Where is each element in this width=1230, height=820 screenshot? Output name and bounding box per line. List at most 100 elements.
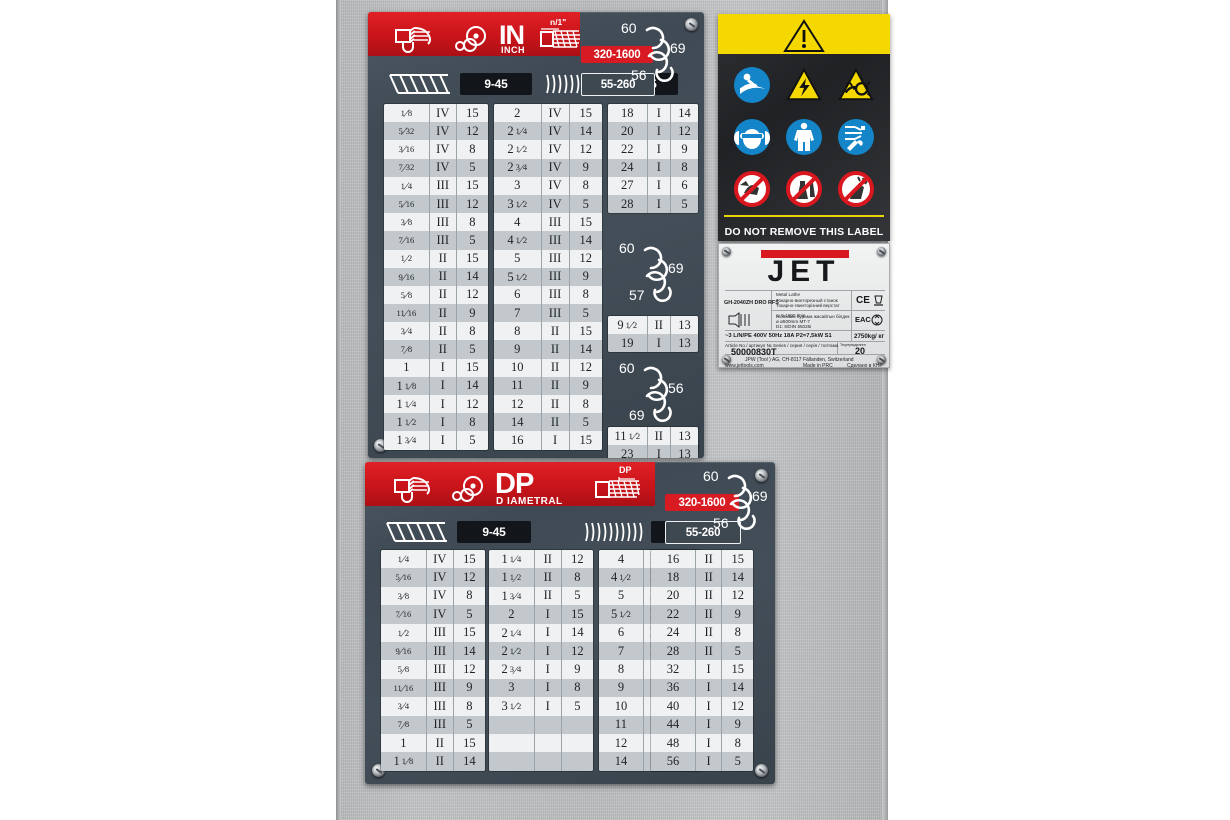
lever-cell: II xyxy=(695,586,723,606)
pitch-cell: 7 ⁄ 8 xyxy=(381,715,427,734)
pitch-cell: 1 ⁄ 2 xyxy=(381,623,427,642)
table-row: 3 IV 8 xyxy=(494,176,602,195)
gear-value: 60 xyxy=(703,468,719,484)
lever-cell: II xyxy=(534,586,562,606)
pitch-cell: 28 xyxy=(608,194,648,214)
pitch-cell: 4 xyxy=(494,213,542,232)
lever-cell: I xyxy=(647,194,671,214)
table-row: 3 ⁄ 4 II 8 xyxy=(384,322,488,341)
gear-cell: 14 xyxy=(453,752,485,771)
gear-diagram-1: 60 69 56 xyxy=(613,14,699,92)
lever-cell: I xyxy=(429,431,457,450)
gear-cell: 5 xyxy=(453,605,485,624)
gear-cell: 12 xyxy=(722,697,753,716)
table-row: 10 II 12 xyxy=(494,358,602,377)
pitch-cell: 1 1 ⁄ 2 xyxy=(489,568,535,587)
gear-diagram-3: 60 56 69 xyxy=(611,354,697,432)
ce-mark-icon: CE xyxy=(856,295,870,306)
pitch-cell: 1 3 ⁄ 4 xyxy=(384,431,430,450)
plate-screw xyxy=(374,439,387,452)
gear-value: 69 xyxy=(629,407,645,423)
lever-cell: II xyxy=(695,550,723,569)
lever-cell: I xyxy=(647,334,671,353)
lever-cell: I xyxy=(647,140,671,159)
gear-cell: 14 xyxy=(722,568,753,587)
gear-cell: 15 xyxy=(569,104,602,123)
gear-cell: 5 xyxy=(722,641,753,661)
chip-feed-range-left: 9-45 xyxy=(457,521,531,543)
table-row: 22 I 9 xyxy=(608,140,698,159)
inch-table-column-c2: 9 1 ⁄ 2 II 13 19 I 13 xyxy=(608,316,698,353)
gear-cell: 8 xyxy=(456,413,488,432)
spec-line-2: ø ø500mm MT-7 xyxy=(776,318,810,324)
pitch-cell: 48 xyxy=(651,733,696,753)
lever-cell: I xyxy=(534,605,562,624)
gear-cell: 6 xyxy=(670,176,698,195)
lever-cell: I xyxy=(647,122,671,141)
table-row: 11 1 ⁄ 2 II 13 xyxy=(608,427,698,446)
lever-cell: II xyxy=(429,285,457,305)
warning-triangle-icon xyxy=(783,19,825,52)
gear-cell: 5 xyxy=(569,304,602,323)
pitch-cell: 7 ⁄ 32 xyxy=(384,158,430,177)
table-row: 18 I 14 xyxy=(608,104,698,123)
gear-cell: 15 xyxy=(722,550,753,569)
threading-tool-icon xyxy=(394,477,430,503)
gear-cell: 15 xyxy=(456,176,488,195)
gear-value: 56 xyxy=(631,67,647,83)
gear-cell: 8 xyxy=(453,586,485,606)
lever-cell: II xyxy=(541,376,570,395)
lever-cell: I xyxy=(647,445,671,458)
pitch-cell: 3 1 ⁄ 2 xyxy=(489,697,535,716)
table-row xyxy=(489,715,593,734)
electrical-spec: ~3 L/N/PE 400V 50Hz 18A P2=7,5kW S1 xyxy=(725,332,832,339)
pitch-cell: 9 ⁄ 16 xyxy=(381,641,427,661)
pitch-cell: 7 ⁄ 16 xyxy=(384,231,430,250)
article-label: Article No./ артикул № xyxy=(725,343,772,348)
pitch-cell: 1 1 ⁄ 8 xyxy=(381,752,427,771)
pitch-cell: 3 xyxy=(489,678,535,698)
lever-cell: IV xyxy=(429,104,457,123)
table-row: 7 ⁄ 16 III 5 xyxy=(384,231,488,250)
gear-cell: 13 xyxy=(670,334,698,353)
gear-cell: 15 xyxy=(569,213,602,232)
pitch-cell: 1 xyxy=(384,358,430,377)
pitch-cell: 1 ⁄ 4 xyxy=(384,176,430,195)
lever-cell: III xyxy=(541,304,570,323)
gear-cell: 8 xyxy=(722,623,753,642)
lever-cell: IV xyxy=(429,122,457,141)
pitch-cell: 44 xyxy=(651,715,696,734)
table-row: 24 II 8 xyxy=(651,623,753,642)
pitch-cell: 22 xyxy=(651,605,696,624)
lever-cell: II xyxy=(695,623,723,642)
pitch-cell: 3 xyxy=(494,176,542,195)
lever-cell: II xyxy=(534,568,562,587)
table-row: 20 II 12 xyxy=(651,586,753,606)
gear-cell: 5 xyxy=(670,194,698,214)
gear-cell: 12 xyxy=(561,550,593,569)
eac-mark-icon: EAC xyxy=(855,315,871,324)
electric-shock-icon xyxy=(786,67,822,101)
motor-symbol-icon xyxy=(728,312,750,328)
pitch-cell: 14 xyxy=(494,413,542,432)
plate-screw xyxy=(685,18,698,31)
table-row: 2 1 ⁄ 2 I 12 xyxy=(489,641,593,661)
table-row: 11 ⁄ 16 III 9 xyxy=(381,678,485,698)
pitch-cell: 23 xyxy=(608,445,648,458)
maintenance-tools-icon xyxy=(838,119,874,155)
pitch-cell: 12 xyxy=(494,395,542,414)
lever-cell: III xyxy=(426,623,454,642)
table-row: 7 ⁄ 8 III 5 xyxy=(381,715,485,734)
pitch-cell: 5 ⁄ 32 xyxy=(384,122,430,141)
table-row: 5 ⁄ 8 II 12 xyxy=(384,285,488,305)
gear-cell: 5 xyxy=(561,697,593,716)
lever-cell: IV xyxy=(426,605,454,624)
lever-cell: II xyxy=(541,340,570,359)
table-row: 1 1 ⁄ 2 II 8 xyxy=(489,568,593,587)
lever-cell: I xyxy=(647,176,671,195)
lever-cell: IV xyxy=(541,158,570,177)
gear-cell: 15 xyxy=(569,322,602,341)
pitch-cell: 1 1 ⁄ 4 xyxy=(384,395,430,414)
pitch-cell: 3 ⁄ 16 xyxy=(384,140,430,159)
gear-cell: 5 xyxy=(453,715,485,734)
